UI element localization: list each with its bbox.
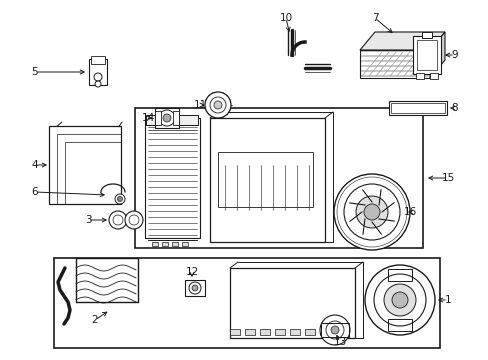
Circle shape xyxy=(325,321,343,339)
Circle shape xyxy=(214,101,222,109)
Circle shape xyxy=(391,292,407,308)
Circle shape xyxy=(209,97,225,113)
Circle shape xyxy=(204,92,230,118)
Circle shape xyxy=(94,73,102,81)
Circle shape xyxy=(330,326,338,334)
Text: 14: 14 xyxy=(141,113,154,123)
Bar xyxy=(305,329,314,335)
Bar xyxy=(244,329,254,335)
Bar xyxy=(415,73,423,79)
Polygon shape xyxy=(429,32,444,78)
Text: 13: 13 xyxy=(333,337,346,347)
Circle shape xyxy=(115,194,125,204)
Bar xyxy=(412,36,440,74)
Bar xyxy=(289,329,299,335)
Bar xyxy=(155,111,161,125)
Polygon shape xyxy=(209,118,325,242)
Bar xyxy=(57,134,121,204)
Text: 5: 5 xyxy=(32,67,38,77)
Circle shape xyxy=(333,174,409,250)
Text: 3: 3 xyxy=(84,215,91,225)
Bar xyxy=(387,319,411,331)
Circle shape xyxy=(343,184,399,240)
Bar xyxy=(429,73,437,79)
Circle shape xyxy=(109,211,127,229)
Bar xyxy=(49,126,121,204)
Bar xyxy=(155,108,179,128)
Circle shape xyxy=(125,211,142,229)
Circle shape xyxy=(355,196,387,228)
Bar xyxy=(274,329,285,335)
Bar xyxy=(387,269,411,281)
Circle shape xyxy=(129,215,139,225)
Bar xyxy=(152,242,158,246)
Circle shape xyxy=(192,285,198,291)
Bar xyxy=(390,103,444,113)
Bar xyxy=(91,56,105,64)
Circle shape xyxy=(189,282,201,294)
Text: 1: 1 xyxy=(444,295,450,305)
Polygon shape xyxy=(229,268,354,338)
Polygon shape xyxy=(359,50,429,78)
Bar xyxy=(135,108,422,248)
Circle shape xyxy=(159,110,175,126)
Bar xyxy=(416,40,436,70)
Circle shape xyxy=(373,274,425,326)
Bar xyxy=(172,242,178,246)
Circle shape xyxy=(95,81,101,87)
Text: 4: 4 xyxy=(32,160,38,170)
Bar xyxy=(162,242,168,246)
Bar xyxy=(319,329,329,335)
Text: 16: 16 xyxy=(403,207,416,217)
Circle shape xyxy=(383,284,415,316)
Text: 11: 11 xyxy=(193,100,206,110)
Text: 10: 10 xyxy=(279,13,292,23)
Bar xyxy=(146,115,198,125)
Bar xyxy=(334,329,345,335)
Text: 2: 2 xyxy=(92,315,98,325)
Text: 8: 8 xyxy=(451,103,457,113)
Text: 12: 12 xyxy=(185,267,198,277)
Bar xyxy=(54,258,439,348)
Text: 6: 6 xyxy=(32,187,38,197)
Bar xyxy=(182,242,187,246)
Bar xyxy=(229,329,240,335)
Bar xyxy=(65,142,121,204)
Bar xyxy=(173,111,179,125)
Text: 9: 9 xyxy=(451,50,457,60)
Circle shape xyxy=(113,215,123,225)
Bar xyxy=(89,59,107,85)
Circle shape xyxy=(363,204,379,220)
Bar xyxy=(388,101,446,115)
Circle shape xyxy=(117,197,122,202)
Circle shape xyxy=(319,315,349,345)
Bar xyxy=(320,323,348,337)
Text: 15: 15 xyxy=(441,173,454,183)
Bar xyxy=(260,329,269,335)
Bar xyxy=(184,280,204,296)
Circle shape xyxy=(163,114,171,122)
Bar xyxy=(421,32,431,38)
Polygon shape xyxy=(145,118,200,238)
Polygon shape xyxy=(359,32,444,50)
Text: 7: 7 xyxy=(371,13,378,23)
Bar xyxy=(217,153,312,207)
Circle shape xyxy=(364,265,434,335)
